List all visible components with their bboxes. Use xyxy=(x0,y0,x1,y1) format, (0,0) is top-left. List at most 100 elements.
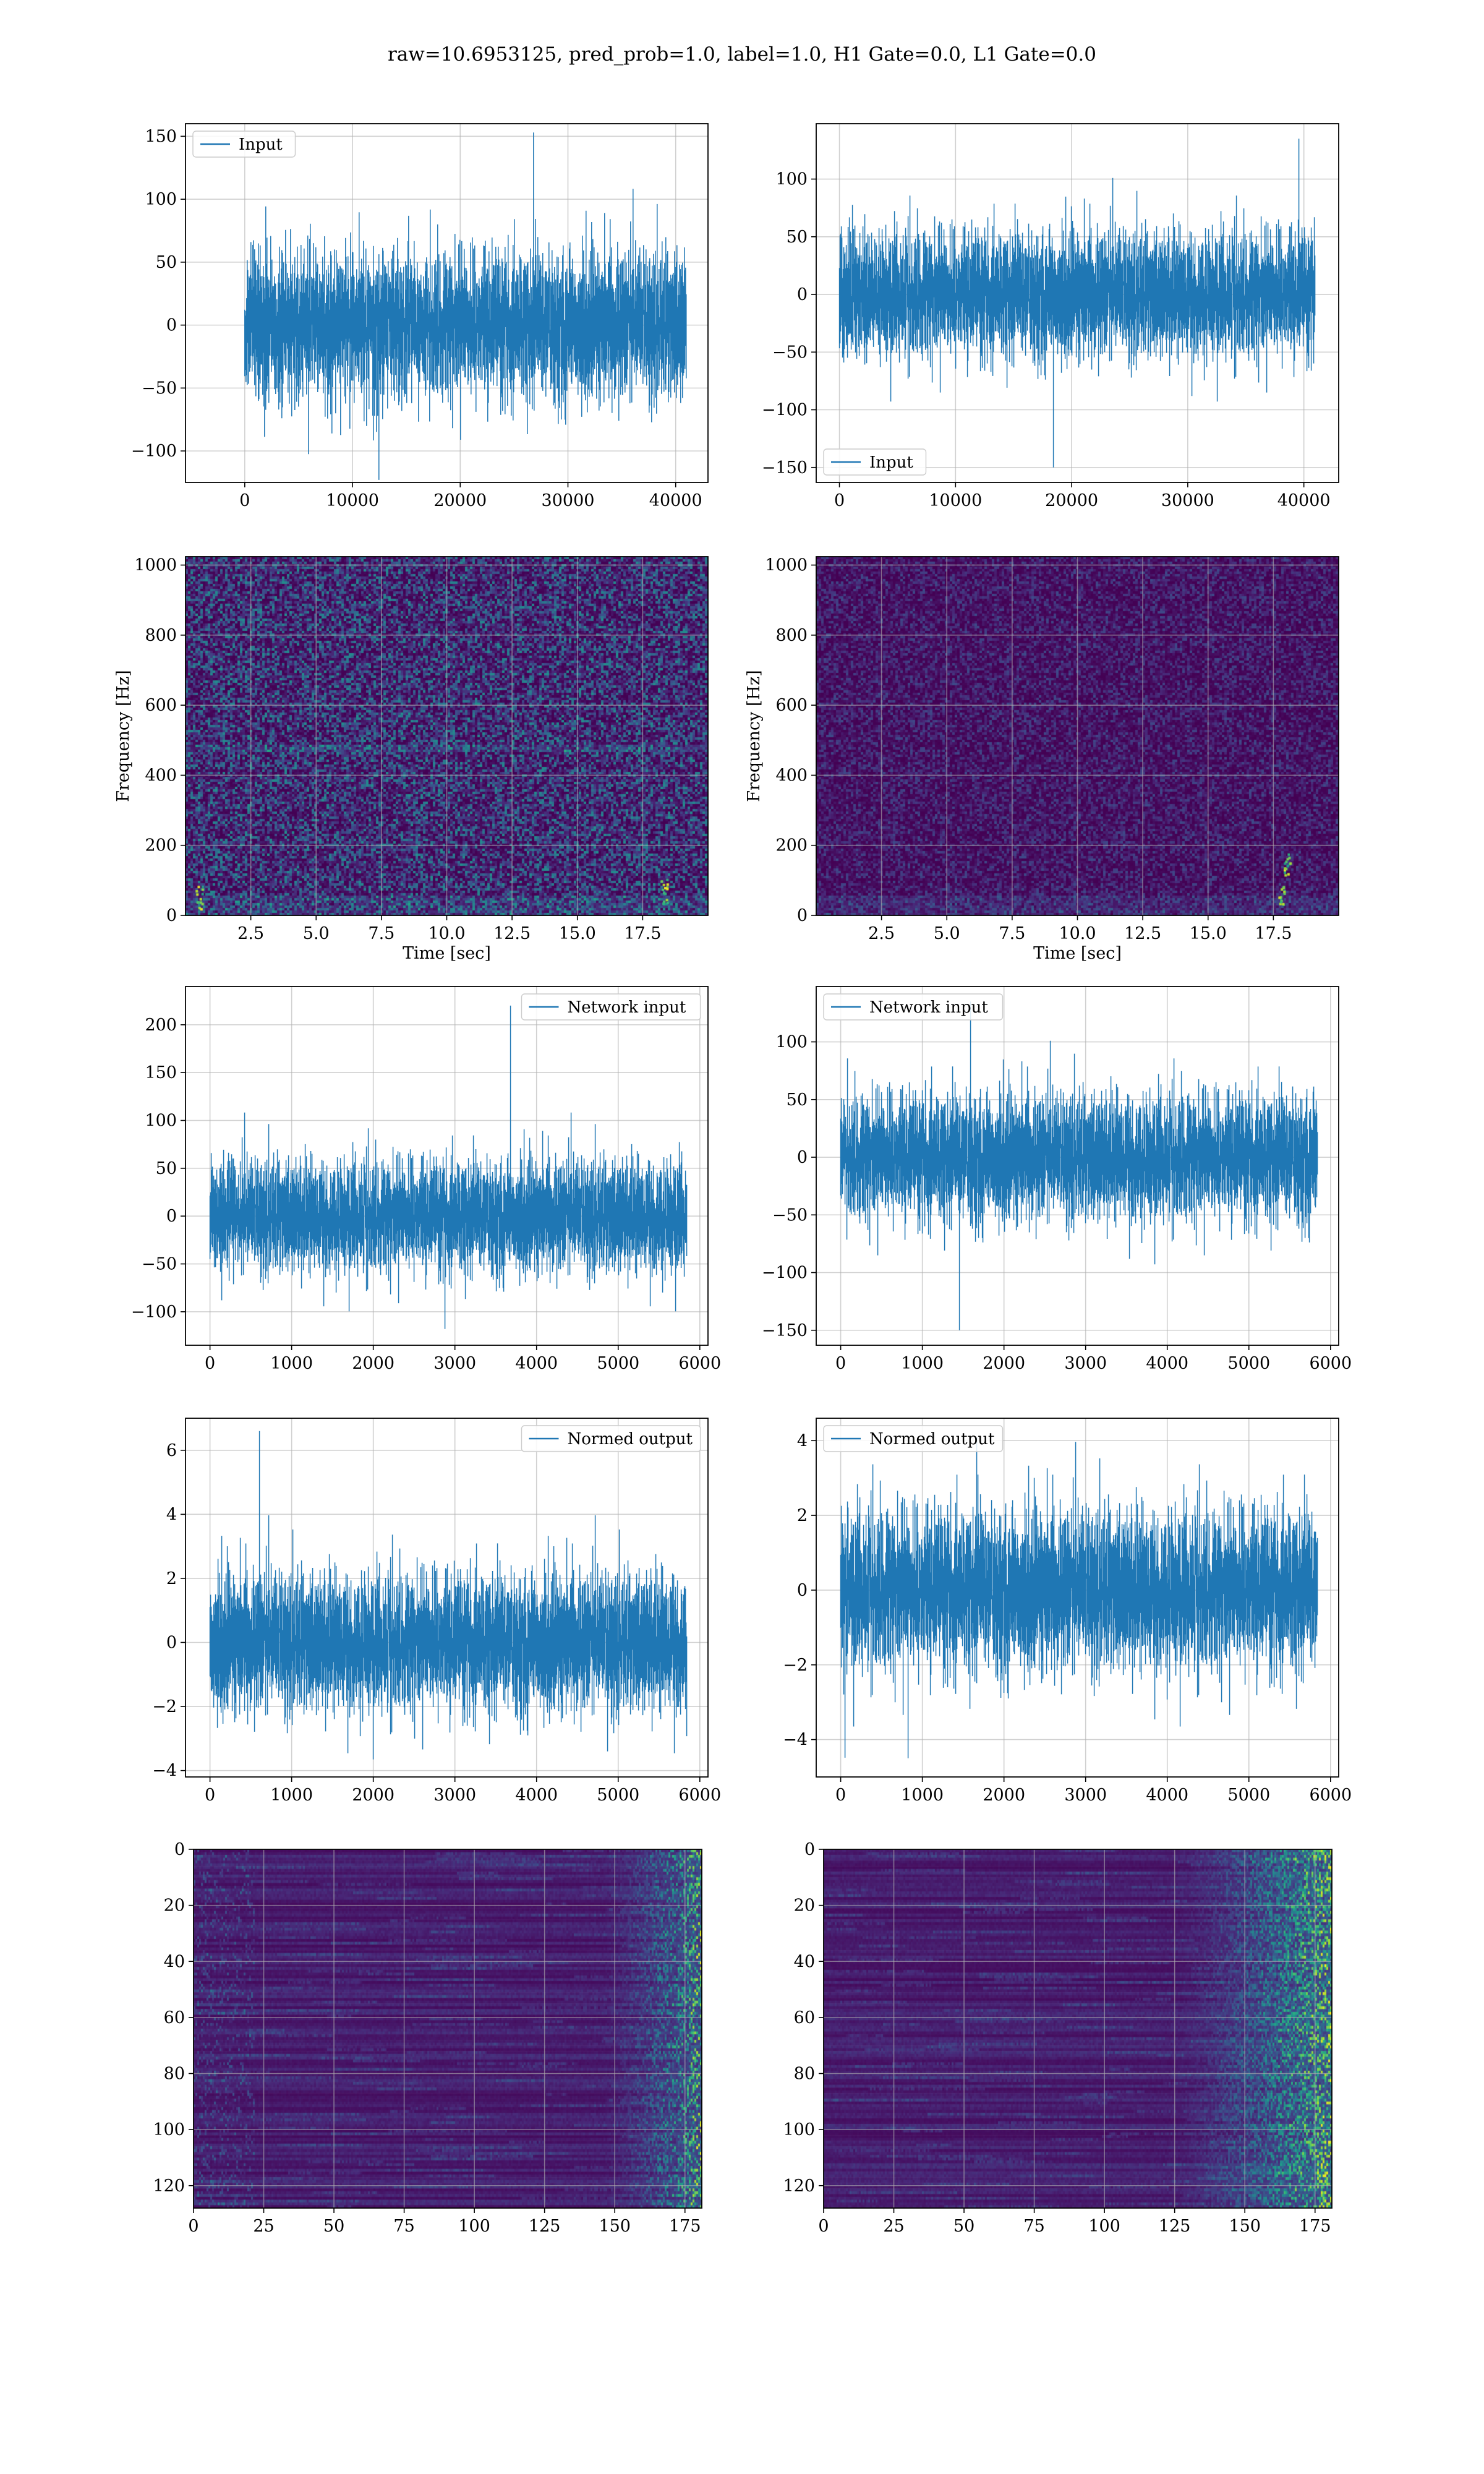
y-tick-label: 50 xyxy=(787,1090,808,1110)
x-tick-label: 10.0 xyxy=(428,924,465,943)
axes-frame xyxy=(816,986,1339,1346)
legend: Normed output xyxy=(521,1425,701,1452)
x-tick-label: 30000 xyxy=(1161,491,1214,510)
y-tick-label: 100 xyxy=(145,190,177,209)
y-axis-label: Frequency [Hz] xyxy=(114,670,133,802)
l1-feature-map-panel: 0 25 50 75 100 125 150 175 0 20 40 60 80 100 120 xyxy=(783,1840,1333,2236)
h1-feature-map-image xyxy=(194,1849,702,2208)
x-tick-label: 25 xyxy=(253,2217,274,2236)
x-tick-label: 17.5 xyxy=(1255,924,1292,943)
x-tick-label: 3000 xyxy=(433,1786,476,1805)
x-tick-label: 7.5 xyxy=(999,924,1025,943)
x-tick-label: 2000 xyxy=(983,1354,1025,1373)
x-tick-label: 10000 xyxy=(326,491,379,510)
legend-label: Normed output xyxy=(568,1430,693,1449)
x-axis-label: Time [sec] xyxy=(1033,944,1122,963)
y-tick-label: 100 xyxy=(775,1033,808,1052)
x-tick-label: 5000 xyxy=(597,1786,639,1805)
x-tick-label: 2000 xyxy=(983,1786,1025,1805)
y-tick-label: 0 xyxy=(166,316,177,335)
y-tick-label: 200 xyxy=(775,836,808,855)
x-tick-label: 6000 xyxy=(678,1786,721,1805)
x-tick-label: 75 xyxy=(1023,2217,1044,2236)
x-tick-label: 3000 xyxy=(433,1354,476,1373)
figure-title: raw=10.6953125, pred_prob=1.0, label=1.0… xyxy=(387,43,1096,66)
y-tick-label: 1000 xyxy=(134,556,177,575)
y-tick-label: 0 xyxy=(166,906,177,925)
legend: Input xyxy=(823,448,927,476)
x-tick-label: 5000 xyxy=(1227,1354,1270,1373)
legend-box xyxy=(823,448,927,476)
y-tick-label: −50 xyxy=(772,343,808,362)
y-tick-label: 600 xyxy=(775,696,808,715)
y-tick-label: 60 xyxy=(794,2008,815,2027)
x-tick-label: 2000 xyxy=(352,1354,394,1373)
l1-normed-output-panel: 0 1000 2000 3000 4000 5000 6000 −4 −2 0 2 4 Normed o… xyxy=(783,1418,1352,1805)
x-tick-label: 0 xyxy=(205,1354,215,1373)
y-tick-label: 50 xyxy=(787,228,808,247)
l1-network-input-panel: 0 1000 2000 3000 4000 5000 6000 −150 −100 −50 0 50 1… xyxy=(762,986,1352,1373)
y-tick-label: 0 xyxy=(166,1633,177,1653)
legend-label: Input xyxy=(869,453,913,472)
y-tick-label: 4 xyxy=(797,1431,808,1450)
y-tick-label: 400 xyxy=(145,766,177,785)
y-tick-label: −2 xyxy=(152,1697,177,1716)
y-tick-label: −100 xyxy=(762,1264,808,1283)
x-tick-label: 125 xyxy=(529,2217,561,2236)
y-tick-label: −4 xyxy=(152,1761,177,1781)
y-tick-label: 0 xyxy=(174,1840,185,1859)
y-tick-label: 0 xyxy=(797,1581,808,1600)
legend-box xyxy=(823,1425,1004,1452)
x-tick-label: 4000 xyxy=(1146,1354,1188,1373)
l1-input-panel: 0 10000 20000 30000 40000 −150 −100 −50 0 50 100 In… xyxy=(762,123,1339,510)
x-tick-label: 6000 xyxy=(1309,1786,1352,1805)
x-tick-label: 3000 xyxy=(1064,1354,1107,1373)
y-tick-label: 100 xyxy=(145,1111,177,1131)
y-tick-label: 600 xyxy=(145,696,177,715)
y-tick-label: −150 xyxy=(762,1321,808,1340)
y-tick-label: 200 xyxy=(145,1016,177,1035)
x-tick-label: 0 xyxy=(188,2217,198,2236)
y-tick-label: 20 xyxy=(164,1896,185,1915)
x-tick-label: 20000 xyxy=(433,491,487,510)
x-tick-label: 5.0 xyxy=(303,924,330,943)
x-tick-label: 0 xyxy=(818,2217,829,2236)
y-tick-label: 2 xyxy=(166,1569,177,1588)
x-tick-label: 125 xyxy=(1159,2217,1191,2236)
axes-frame xyxy=(816,1418,1339,1778)
x-tick-label: 1000 xyxy=(901,1354,944,1373)
y-tick-label: 20 xyxy=(794,1896,815,1915)
x-tick-label: 20000 xyxy=(1045,491,1098,510)
y-tick-label: 120 xyxy=(783,2177,815,2196)
x-tick-label: 2.5 xyxy=(868,924,895,943)
axes-frame xyxy=(823,1849,1333,2209)
legend-label: Normed output xyxy=(869,1430,995,1449)
y-tick-label: 4 xyxy=(166,1505,177,1524)
y-tick-label: 150 xyxy=(145,1063,177,1082)
h1-network-input-series-line xyxy=(209,1005,688,1329)
x-tick-label: 7.5 xyxy=(368,924,394,943)
x-tick-label: 5000 xyxy=(597,1354,639,1373)
x-tick-label: 3000 xyxy=(1064,1786,1107,1805)
y-tick-label: 800 xyxy=(145,626,177,645)
y-tick-label: 400 xyxy=(775,766,808,785)
legend: Normed output xyxy=(823,1425,1004,1452)
x-tick-label: 25 xyxy=(883,2217,904,2236)
x-tick-label: 5.0 xyxy=(934,924,960,943)
x-tick-label: 10000 xyxy=(929,491,982,510)
legend: Network input xyxy=(823,993,1004,1021)
y-tick-label: 50 xyxy=(156,253,177,272)
h1-spectrogram-panel: 2.5 5.0 7.5 10.0 12.5 15.0 17.5 0 200 400 600 800 10… xyxy=(114,556,709,963)
y-tick-label: 100 xyxy=(783,2120,815,2139)
x-tick-label: 175 xyxy=(1299,2217,1331,2236)
x-tick-label: 5000 xyxy=(1227,1786,1270,1805)
y-tick-label: −100 xyxy=(762,401,808,420)
x-tick-label: 75 xyxy=(393,2217,414,2236)
x-tick-label: 15.0 xyxy=(559,924,596,943)
l1-normed-output-series-line xyxy=(840,1437,1318,1758)
axes-frame xyxy=(185,123,709,483)
y-tick-label: 40 xyxy=(164,1952,185,1971)
x-tick-label: 175 xyxy=(669,2217,701,2236)
y-tick-label: 50 xyxy=(156,1159,177,1178)
